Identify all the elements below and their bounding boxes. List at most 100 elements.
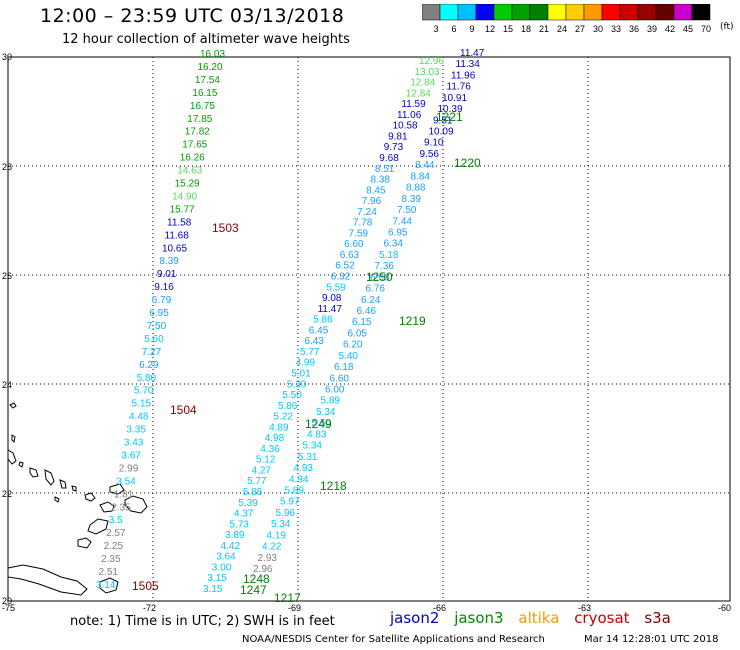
scale-label: 30 xyxy=(593,24,603,34)
island-outline xyxy=(59,479,67,489)
wave-height-value: 17.54 xyxy=(195,75,220,86)
wave-height-value: 6.29 xyxy=(139,360,159,371)
scale-swatch xyxy=(583,4,603,21)
wave-height-value: 5.59 xyxy=(326,282,346,293)
lon-tick-66: -66 xyxy=(433,603,446,613)
island-outline xyxy=(124,495,148,514)
wave-height-value: 8.44 xyxy=(415,160,435,171)
wave-height-value: 8.38 xyxy=(371,175,391,186)
scale-swatch xyxy=(475,4,495,21)
wave-height-value: 12.84 xyxy=(406,88,431,99)
wave-height-value: 8.45 xyxy=(366,185,386,196)
wave-height-value: 16.75 xyxy=(190,101,215,112)
wave-height-value: 3.67 xyxy=(121,451,141,462)
wave-height-value: 17.82 xyxy=(185,127,210,138)
pass-number: 1503 xyxy=(212,221,239,235)
scale-label: 36 xyxy=(629,24,639,34)
pass-number: 1249 xyxy=(305,417,332,431)
wave-height-value: 2.51 xyxy=(99,567,119,578)
lon-tick-60: -60 xyxy=(718,603,731,613)
wave-height-value: 5.60 xyxy=(144,334,164,345)
scale-label: 33 xyxy=(611,24,621,34)
island-outline xyxy=(7,564,88,596)
color-scale: 3 6 9 12 15 18 21 24 27 30 33 36 39 42 45 70 xyxy=(422,4,711,34)
island-outline xyxy=(84,492,96,502)
wave-height-value: 6.60 xyxy=(344,239,364,250)
legend-altika: altika xyxy=(518,609,560,627)
wave-height-value: 4.83 xyxy=(307,429,327,440)
wave-height-value: 5.22 xyxy=(274,412,294,423)
legend-cryosat: cryosat xyxy=(574,609,630,627)
wave-height-value: 11.68 xyxy=(165,230,190,241)
pass-number: 1250 xyxy=(366,270,393,284)
wave-height-value: 7.96 xyxy=(362,196,382,207)
wave-height-value: 4.19 xyxy=(267,530,287,541)
generated-timestamp: Mar 14 12:28:01 UTC 2018 xyxy=(584,634,719,645)
satellite-legend: jason2 jason3 altika cryosat s3a xyxy=(390,609,681,627)
wave-height-value: 13.03 xyxy=(415,67,440,78)
lon-tick-63: -63 xyxy=(578,603,591,613)
page-subtitle: 12 hour collection of altimeter wave hei… xyxy=(62,32,350,47)
wave-height-value: 6.76 xyxy=(366,284,386,295)
wave-height-value: 12.84 xyxy=(410,78,435,89)
scale-label: 9 xyxy=(469,24,474,34)
wave-height-value: 4.99 xyxy=(296,358,316,369)
wave-height-value: 5.86 xyxy=(278,401,298,412)
pass-number: 1217 xyxy=(274,591,301,605)
pass-number: 1504 xyxy=(170,403,197,417)
pass-number: 1247 xyxy=(240,583,267,597)
wave-height-value: 5.89 xyxy=(285,486,305,497)
wave-height-value: 5.97 xyxy=(280,497,300,508)
wave-height-value: 6.32 xyxy=(331,272,351,283)
scale-swatch xyxy=(619,4,639,21)
wave-height-value: 17.85 xyxy=(187,114,212,125)
wave-height-value: 6.24 xyxy=(361,295,381,306)
wave-height-value: 4.27 xyxy=(252,466,272,477)
wave-height-value: 6.18 xyxy=(334,362,354,373)
pass-number: 1218 xyxy=(320,479,347,493)
wave-height-value: 16.26 xyxy=(180,153,205,164)
lat-tick-26: 26 xyxy=(2,271,12,281)
wave-height-value: 5.89 xyxy=(321,396,341,407)
wave-height-value: 5.77 xyxy=(300,347,320,358)
island-outline xyxy=(7,449,17,465)
wave-height-value: 6.43 xyxy=(304,336,324,347)
scale-swatch xyxy=(511,4,531,21)
wave-height-value: 5.34 xyxy=(271,519,291,530)
wave-height-value: 10.58 xyxy=(393,121,418,132)
wave-height-value: 5.34 xyxy=(303,441,323,452)
wave-height-value: 5.86 xyxy=(313,315,333,326)
scale-swatch xyxy=(655,4,675,21)
wave-height-value: 4.94 xyxy=(289,474,309,485)
scale-label: 21 xyxy=(539,24,549,34)
wave-height-value: 6.15 xyxy=(352,317,372,328)
wave-height-value: 3.15 xyxy=(207,573,227,584)
wave-height-value: 3.89 xyxy=(225,530,245,541)
island-outline xyxy=(11,434,16,444)
wave-height-value: 9.01 xyxy=(157,269,177,280)
map-frame xyxy=(7,56,731,602)
pass-number: 1219 xyxy=(399,314,426,328)
wave-height-value: 8.84 xyxy=(411,171,431,182)
wave-height-value: 5.96 xyxy=(276,508,296,519)
wave-height-value: 5.30 xyxy=(287,379,307,390)
wave-height-value: 10.09 xyxy=(429,127,454,138)
island-outline xyxy=(99,501,115,513)
scale-unit: (ft) xyxy=(720,22,734,32)
island-outline xyxy=(18,461,24,468)
wave-height-value: 11.34 xyxy=(456,59,481,70)
wave-height-value: 14.90 xyxy=(172,192,197,203)
scale-label: 27 xyxy=(575,24,585,34)
scale-swatch xyxy=(565,4,585,21)
legend-s3a: s3a xyxy=(644,609,671,627)
island-outline xyxy=(87,518,109,535)
wave-height-value: 6.20 xyxy=(343,340,363,351)
wave-height-value: 7.44 xyxy=(393,216,413,227)
pass-number: 1220 xyxy=(454,156,481,170)
wave-height-value: 2.35 xyxy=(101,554,121,565)
wave-height-value: 4.93 xyxy=(294,463,314,474)
page-title: 12:00 – 23:59 UTC 03/13/2018 xyxy=(40,5,345,27)
wave-height-value: 8.39 xyxy=(402,194,422,205)
scale-label: 18 xyxy=(521,24,531,34)
wave-height-value: 2.93 xyxy=(258,553,278,564)
